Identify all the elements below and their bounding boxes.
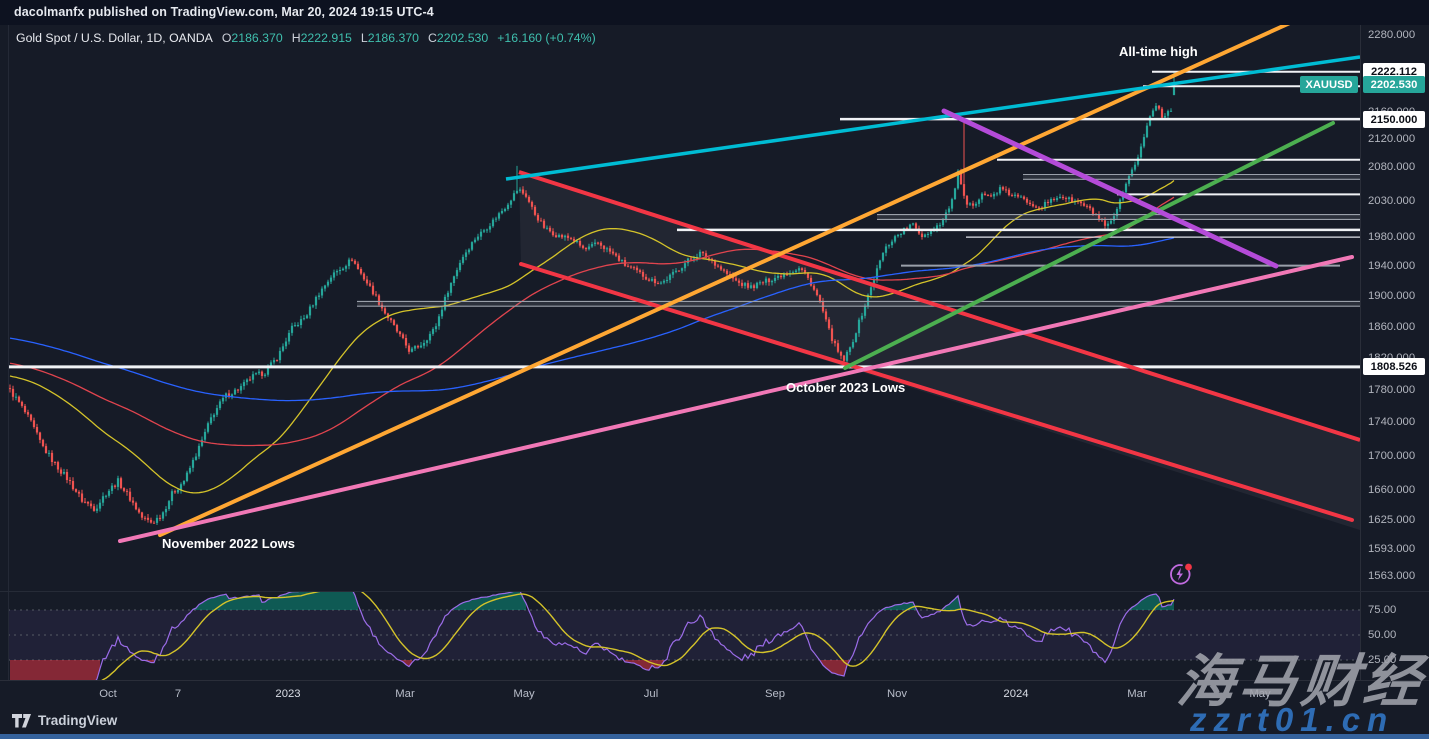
pink-uptrend[interactable] bbox=[118, 255, 1354, 543]
sma-200-line bbox=[9, 237, 1175, 402]
bottom-blue-bar bbox=[0, 734, 1429, 739]
annotation-all-time-high[interactable]: All-time high bbox=[1119, 44, 1198, 59]
orange-uptrend[interactable] bbox=[158, 22, 1292, 537]
tradingview-brand-text: TradingView bbox=[38, 713, 118, 728]
cyan-resistance[interactable] bbox=[505, 55, 1360, 181]
annotation-november-2022-lows[interactable]: November 2022 Lows bbox=[162, 536, 295, 551]
flash-icon[interactable] bbox=[1166, 560, 1194, 588]
ohlc-open: O2186.370 bbox=[221, 31, 283, 45]
pane-separators bbox=[0, 25, 1429, 681]
green-uptrend[interactable] bbox=[843, 121, 1335, 370]
tradingview-attribution[interactable]: TradingView bbox=[12, 713, 117, 728]
ohlc-close: C2202.530 bbox=[428, 31, 489, 45]
trendlines[interactable] bbox=[118, 22, 1360, 543]
symbol-title: Gold Spot / U.S. Dollar, 1D, OANDA bbox=[16, 31, 213, 45]
ohlc-high: H2222.915 bbox=[291, 31, 352, 45]
sma-50-line bbox=[9, 179, 1175, 494]
annotation-october-2023-lows[interactable]: October 2023 Lows bbox=[786, 380, 906, 395]
tradingview-logo-icon bbox=[12, 713, 31, 727]
red-channel-upper[interactable] bbox=[518, 170, 1360, 442]
support-resistance-levels[interactable] bbox=[8, 70, 1360, 369]
watermark-url: zzrt01.cn bbox=[1190, 701, 1395, 738]
publish-bar: dacolmanfx published on TradingView.com,… bbox=[0, 0, 1429, 25]
ohlc-low: L2186.370 bbox=[360, 31, 420, 45]
purple-downtrend[interactable] bbox=[941, 108, 1279, 269]
rsi-line bbox=[95, 592, 1175, 680]
symbol-legend[interactable]: Gold Spot / U.S. Dollar, 1D, OANDA O2186… bbox=[16, 31, 596, 45]
rsi-pane bbox=[8, 592, 1360, 680]
change-readout: +16.160 (+0.74%) bbox=[497, 31, 596, 45]
rsi-ma-line bbox=[101, 592, 1175, 680]
publish-line: dacolmanfx published on TradingView.com,… bbox=[14, 5, 434, 19]
